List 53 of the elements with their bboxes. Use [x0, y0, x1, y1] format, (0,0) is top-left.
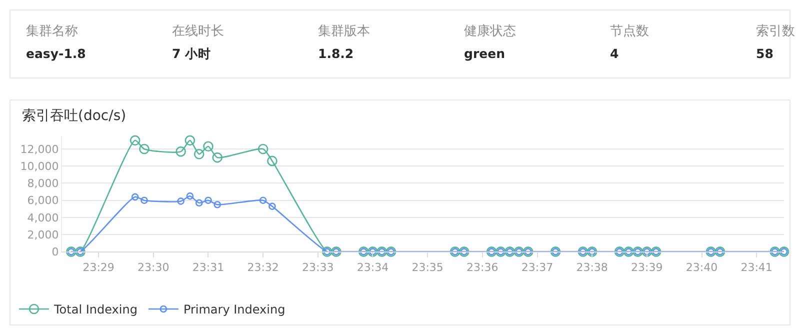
x-tick-label: 23:29 [82, 260, 114, 274]
point [268, 202, 276, 210]
x-tick-label: 23:41 [740, 260, 772, 274]
x-tick-label: 23:30 [138, 260, 170, 274]
x-tick-label: 23:36 [466, 260, 498, 274]
text: 1.8.2 [318, 46, 354, 61]
point [204, 196, 212, 204]
chart-title: 索引吞吐(doc/s) [22, 108, 126, 124]
category-label: 集群名称 [26, 24, 78, 39]
category-label: 健康状态 [464, 24, 516, 39]
x-tick-label: 23:31 [192, 260, 224, 274]
point [139, 144, 150, 154]
y-tick-label: 0 [52, 246, 59, 259]
y-tick-label: 8,000 [27, 177, 59, 190]
y-tick-label: 4,000 [27, 211, 59, 224]
y-tick-label: 6,000 [27, 194, 59, 208]
x-tick-label: 23:32 [247, 260, 279, 274]
y-tick-label: 12,000 [20, 142, 59, 156]
point [186, 192, 194, 200]
x-tick-label: 23:34 [356, 260, 389, 274]
point [140, 196, 148, 204]
point [184, 135, 196, 146]
point [176, 146, 186, 157]
y-tick-label: 10,000 [20, 160, 59, 173]
category-label: 在线时长 [172, 24, 224, 39]
category-label: 节点数 [610, 24, 649, 39]
point [177, 198, 184, 205]
x-tick-label: 23:40 [686, 260, 718, 274]
x-tick-label: 23:38 [576, 260, 608, 274]
y-tick-label: 2,000 [27, 228, 59, 242]
x-tick-label: 23:35 [412, 260, 444, 274]
x-tick-label: 23:37 [521, 260, 554, 274]
point [194, 148, 204, 160]
legend-label: Primary Indexing [183, 302, 286, 317]
point [212, 152, 223, 163]
point [195, 199, 203, 207]
text: 58 [756, 46, 774, 61]
point [130, 135, 140, 146]
point [267, 156, 278, 166]
point [214, 200, 222, 208]
point [203, 141, 214, 152]
legend-label: Total Indexing [53, 302, 138, 317]
text: easy-1.8 [26, 46, 86, 61]
category-label: 索引数 [756, 24, 795, 39]
text: 4 [610, 46, 619, 61]
x-tick-label: 23:39 [631, 260, 663, 274]
category-label: 集群版本 [318, 24, 370, 39]
text: 7 小时 [172, 46, 212, 61]
x-tick-label: 23:33 [302, 260, 334, 274]
point [131, 193, 139, 201]
text: green [464, 46, 505, 61]
point [258, 144, 268, 154]
point [259, 196, 267, 204]
